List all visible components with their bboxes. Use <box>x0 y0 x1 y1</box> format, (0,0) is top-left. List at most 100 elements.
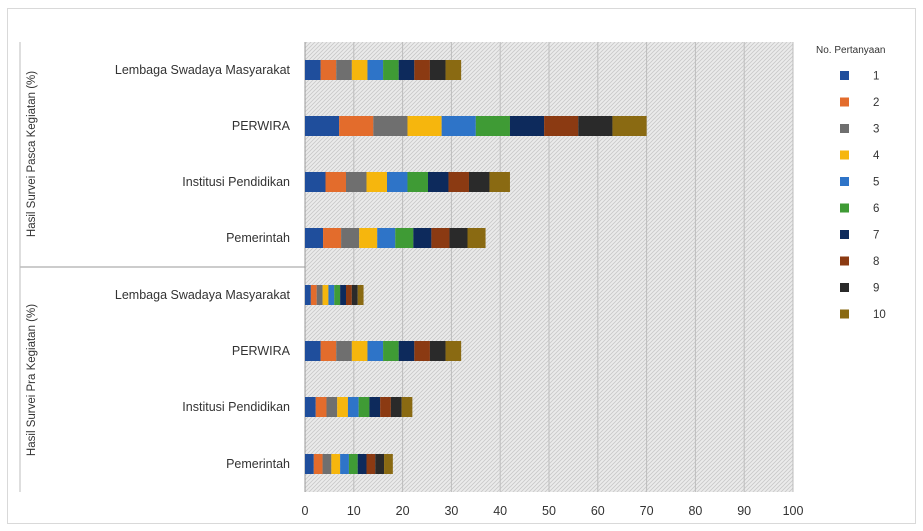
x-tick-label: 70 <box>640 504 654 518</box>
bar-segment <box>449 228 468 248</box>
legend-label: 4 <box>873 150 880 162</box>
bar-segment <box>328 285 335 305</box>
bar-segment <box>305 172 326 192</box>
bar-segment <box>320 341 337 361</box>
bar-segment <box>305 228 324 248</box>
group-labels: Hasil Survei Pasca Kegiatan (%) Hasil Sur… <box>26 71 38 456</box>
bar-segment <box>357 285 364 305</box>
bar-segment <box>323 228 342 248</box>
category-label: Lembaga Swadaya Masyarakat <box>115 63 291 77</box>
group-label: Hasil Survei Pra Kegiatan (%) <box>26 304 38 456</box>
legend-title: No. Pertanyaan <box>816 45 886 56</box>
bar-segment <box>351 341 368 361</box>
legend-swatch <box>840 309 849 319</box>
legend-swatch <box>840 283 849 292</box>
bar-segment <box>373 116 408 136</box>
bar-segment <box>414 60 430 80</box>
bar-segment <box>448 172 469 192</box>
bar-segment <box>467 228 486 248</box>
bar-segment <box>612 116 647 136</box>
bar-segment <box>407 172 428 192</box>
bar-segment <box>407 116 442 136</box>
bar-segment <box>320 60 337 80</box>
bar-segment <box>401 397 413 417</box>
x-tick-label: 40 <box>493 504 507 518</box>
legend-swatch <box>840 97 849 107</box>
category-labels: Lembaga Swadaya Masyarakat PERWIRA Institu… <box>115 63 291 471</box>
legend-swatch <box>840 203 849 213</box>
bar-segment <box>398 60 415 80</box>
bar-segment <box>305 454 314 474</box>
bar-segment <box>390 397 402 417</box>
bar-segment <box>429 60 446 80</box>
bar-segment <box>395 228 414 248</box>
legend: No. Pertanyaan 1 2 3 4 5 6 7 8 9 10 <box>816 45 886 321</box>
bar-segment <box>367 341 384 361</box>
bar-segment <box>398 341 415 361</box>
bars <box>305 60 647 474</box>
bar-segment <box>445 341 462 361</box>
legend-label: 8 <box>873 256 879 268</box>
bar-segment <box>386 172 408 192</box>
bar-segment <box>305 285 311 305</box>
legend-label: 3 <box>873 124 879 136</box>
bar-segment <box>358 397 370 417</box>
bar-segment <box>375 454 385 474</box>
legend-swatch <box>840 256 849 266</box>
bar-segment <box>369 397 381 417</box>
bar-segment <box>316 285 323 305</box>
legend-swatch <box>840 124 849 133</box>
x-tick-label: 60 <box>591 504 605 518</box>
bar-segment <box>334 285 341 305</box>
x-axis-ticks: 0 10 20 30 40 50 60 70 80 90 100 <box>302 504 804 518</box>
bar-segment <box>339 116 374 136</box>
legend-label: 9 <box>873 283 879 295</box>
x-tick-label: 30 <box>444 504 458 518</box>
bar-segment <box>380 397 391 417</box>
x-tick-label: 50 <box>542 504 556 518</box>
bar-segment <box>377 228 396 248</box>
legend-label: 2 <box>873 97 879 109</box>
category-label: PERWIRA <box>232 119 291 133</box>
legend-swatch <box>840 150 849 160</box>
bar-segment <box>427 172 449 192</box>
category-label: Pemerintah <box>226 457 290 471</box>
chart-frame: Lembaga Swadaya Masyarakat PERWIRA Institu… <box>7 8 916 524</box>
legend-label: 10 <box>873 309 886 321</box>
bar-segment <box>345 172 367 192</box>
x-tick-label: 90 <box>737 504 751 518</box>
group-label: Hasil Survei Pasca Kegiatan (%) <box>26 71 38 237</box>
legend-swatch <box>840 177 849 186</box>
category-label: Institusi Pendidikan <box>182 175 290 189</box>
legend-swatch <box>840 71 849 80</box>
bar-segment <box>384 454 393 474</box>
bar-segment <box>348 454 358 474</box>
bar-segment <box>367 60 384 80</box>
stacked-bar-chart: Lembaga Swadaya Masyarakat PERWIRA Institu… <box>19 42 886 518</box>
category-label: Institusi Pendidikan <box>182 400 290 414</box>
legend-label: 5 <box>873 177 879 189</box>
bar-segment <box>383 60 399 80</box>
bar-segment <box>305 397 316 417</box>
bar-segment <box>475 116 510 136</box>
bar-segment <box>340 285 346 305</box>
bar-segment <box>305 341 321 361</box>
category-label: Lembaga Swadaya Masyarakat <box>115 288 291 302</box>
bar-segment <box>445 60 462 80</box>
bar-segment <box>325 172 346 192</box>
bar-segment <box>383 341 399 361</box>
x-tick-label: 0 <box>302 504 309 518</box>
x-tick-label: 100 <box>783 504 804 518</box>
bar-segment <box>413 228 432 248</box>
bar-segment <box>544 116 579 136</box>
bar-segment <box>310 285 317 305</box>
bar-segment <box>336 60 352 80</box>
legend-label: 7 <box>873 230 879 242</box>
bar-segment <box>431 228 450 248</box>
bar-segment <box>322 454 332 474</box>
bar-segment <box>305 60 321 80</box>
category-label: PERWIRA <box>232 344 291 358</box>
bar-segment <box>322 285 329 305</box>
bar-segment <box>414 341 430 361</box>
bar-segment <box>326 397 338 417</box>
